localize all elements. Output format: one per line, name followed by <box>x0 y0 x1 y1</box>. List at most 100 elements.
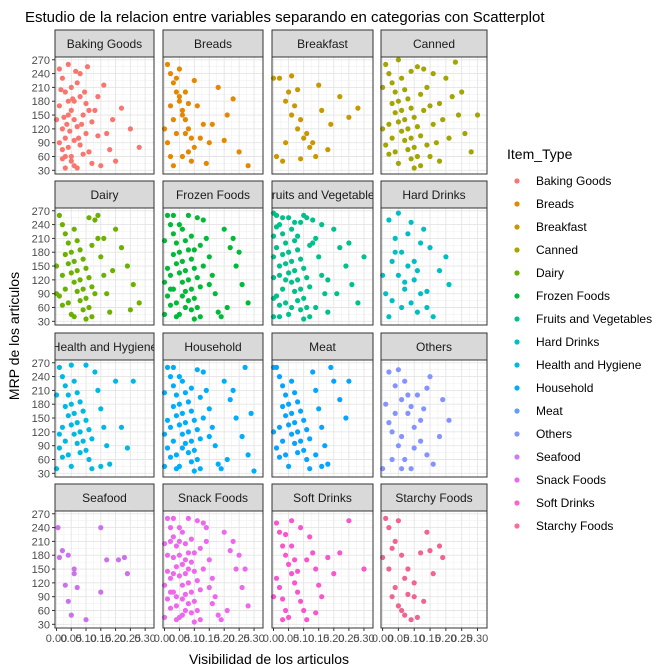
data-point <box>188 408 194 414</box>
data-point <box>77 142 83 148</box>
data-point <box>179 258 185 264</box>
y-tick-label: 150 <box>32 110 50 122</box>
data-point <box>95 235 101 241</box>
data-point <box>68 158 74 164</box>
data-point <box>173 240 179 246</box>
data-point <box>209 575 215 581</box>
data-point <box>194 215 200 221</box>
data-point <box>173 543 179 549</box>
data-point <box>73 68 79 74</box>
data-point <box>389 429 395 435</box>
data-point <box>395 98 401 104</box>
data-point <box>405 566 411 572</box>
legend-label: Others <box>536 427 572 441</box>
facet-strip-label: Meat <box>309 340 336 354</box>
data-point <box>101 82 107 88</box>
legend-label: Fruits and Vegetables <box>536 312 652 326</box>
legend-key <box>514 385 520 391</box>
data-point <box>405 263 411 269</box>
data-point <box>392 584 398 591</box>
data-point <box>179 612 185 618</box>
data-point <box>176 525 182 531</box>
facet-strip <box>380 483 488 512</box>
data-point <box>59 302 65 308</box>
data-point <box>355 300 361 306</box>
legend-label: Frozen Foods <box>536 289 610 303</box>
data-point <box>248 410 254 416</box>
y-tick-label: 120 <box>32 275 50 287</box>
facet-panels: Baking Goods306090120150180210240270Brea… <box>32 29 488 645</box>
data-point <box>346 378 352 384</box>
data-point <box>399 466 405 472</box>
data-point <box>170 403 176 410</box>
data-point <box>468 149 474 155</box>
data-point <box>310 140 316 146</box>
data-point <box>179 582 185 588</box>
data-point <box>236 249 242 255</box>
data-point <box>95 94 101 100</box>
data-point <box>206 584 212 591</box>
data-point <box>283 452 289 458</box>
data-point <box>167 424 174 430</box>
data-point <box>101 235 107 241</box>
data-point <box>289 518 295 524</box>
data-point <box>185 212 191 218</box>
facet-panel: Others <box>380 332 488 478</box>
data-point <box>245 603 251 609</box>
data-point <box>86 215 92 221</box>
data-point <box>301 447 307 453</box>
data-point <box>200 520 206 526</box>
data-point <box>59 147 65 153</box>
data-point <box>408 617 414 623</box>
x-tick-label: 0.05 <box>61 633 82 645</box>
data-point <box>402 87 408 93</box>
y-tick-label: 60 <box>38 302 50 314</box>
data-point <box>286 249 292 255</box>
facet-panel: Snack Foods 0.000.050.100.150.200.250.30 <box>154 483 265 645</box>
data-point <box>346 518 352 524</box>
data-point <box>245 300 251 306</box>
data-point <box>95 212 101 218</box>
data-point <box>392 410 398 416</box>
data-point <box>405 147 411 153</box>
data-point <box>191 417 197 423</box>
data-point <box>173 617 179 623</box>
data-point <box>182 238 188 244</box>
legend-key <box>514 500 520 506</box>
data-point <box>179 279 185 285</box>
data-point <box>343 263 349 269</box>
x-tick-label: 0.10 <box>75 633 96 645</box>
y-tick-label: 240 <box>32 372 50 384</box>
data-point <box>80 438 86 444</box>
data-point <box>405 126 411 132</box>
data-point <box>164 417 171 423</box>
data-point <box>319 222 325 228</box>
data-point <box>59 222 65 228</box>
data-point <box>408 156 414 162</box>
data-point <box>427 153 433 160</box>
data-point <box>79 121 85 127</box>
legend-key <box>514 178 520 184</box>
data-point <box>206 140 212 146</box>
legend-key <box>514 247 520 253</box>
data-point <box>197 242 203 248</box>
data-point <box>289 73 295 79</box>
data-point <box>462 130 468 137</box>
data-point <box>286 89 292 95</box>
data-point <box>286 422 292 428</box>
data-point <box>301 295 307 301</box>
data-point <box>56 103 63 109</box>
data-point <box>83 362 89 368</box>
facet-strip <box>54 332 155 361</box>
facet-strip <box>271 483 374 512</box>
data-point <box>65 240 71 246</box>
data-point <box>389 594 395 600</box>
y-tick-label: 120 <box>32 427 50 439</box>
data-point <box>191 447 197 453</box>
data-point <box>170 212 176 218</box>
data-point <box>173 413 179 419</box>
data-point <box>316 582 322 588</box>
data-point <box>77 298 83 304</box>
facet-panel: Fruits and Vegetables <box>270 180 374 326</box>
data-point <box>173 314 179 320</box>
